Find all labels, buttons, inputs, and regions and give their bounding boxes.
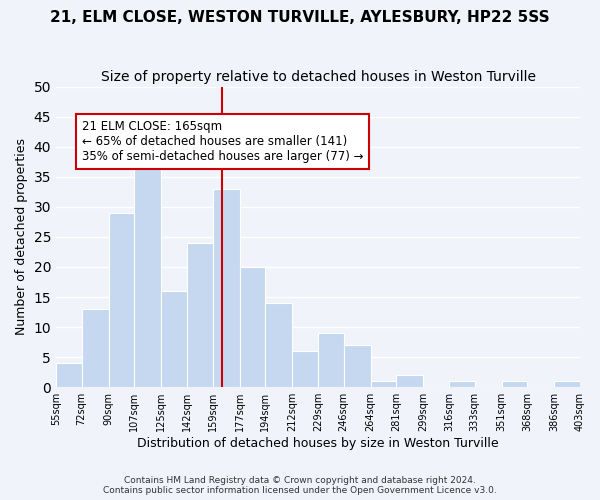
Bar xyxy=(554,381,580,387)
Bar xyxy=(109,213,134,387)
Text: Contains HM Land Registry data © Crown copyright and database right 2024.
Contai: Contains HM Land Registry data © Crown c… xyxy=(103,476,497,495)
Title: Size of property relative to detached houses in Weston Turville: Size of property relative to detached ho… xyxy=(101,70,536,84)
Bar xyxy=(240,267,265,387)
Text: 21 ELM CLOSE: 165sqm
← 65% of detached houses are smaller (141)
35% of semi-deta: 21 ELM CLOSE: 165sqm ← 65% of detached h… xyxy=(82,120,363,162)
Bar xyxy=(212,189,240,387)
Bar xyxy=(134,152,161,387)
Bar xyxy=(502,381,527,387)
Text: 21, ELM CLOSE, WESTON TURVILLE, AYLESBURY, HP22 5SS: 21, ELM CLOSE, WESTON TURVILLE, AYLESBUR… xyxy=(50,10,550,25)
Bar xyxy=(56,363,82,387)
Bar xyxy=(187,243,212,387)
Bar xyxy=(371,381,397,387)
Bar xyxy=(161,291,187,387)
Bar xyxy=(449,381,475,387)
Bar xyxy=(344,345,371,387)
Bar xyxy=(397,375,424,387)
Bar xyxy=(265,303,292,387)
Y-axis label: Number of detached properties: Number of detached properties xyxy=(15,138,28,336)
Bar xyxy=(82,309,109,387)
X-axis label: Distribution of detached houses by size in Weston Turville: Distribution of detached houses by size … xyxy=(137,437,499,450)
Bar xyxy=(292,351,318,387)
Bar xyxy=(318,333,344,387)
